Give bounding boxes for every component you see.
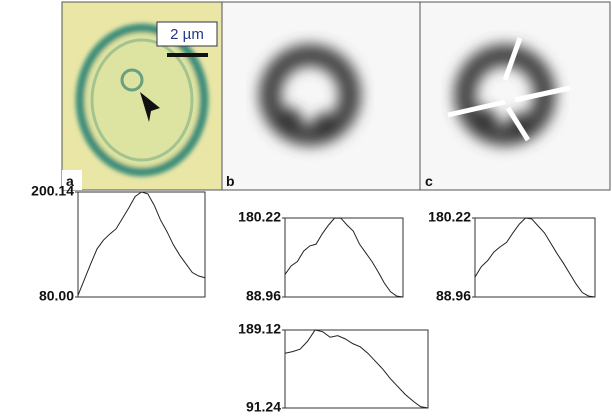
panel-frame xyxy=(222,2,420,190)
figure: 2 µm a b c 80.00 200.14 88.96 180.22 88.96 18… xyxy=(0,0,612,419)
panel-b: b xyxy=(222,2,420,190)
scale-label: 2 µm xyxy=(170,26,204,43)
panel-a: 2 µm a xyxy=(62,2,222,190)
y-tick-label: 88.96 xyxy=(246,288,281,304)
y-tick-label: 88.96 xyxy=(436,288,471,304)
y-tick-label: 180.22 xyxy=(238,209,281,225)
panel-frame xyxy=(420,2,610,190)
y-tick-label: 80.00 xyxy=(39,288,74,304)
panel-c: c xyxy=(420,2,610,190)
y-tick-label: 200.14 xyxy=(31,183,74,199)
plot-frame xyxy=(78,192,205,297)
panel-label: b xyxy=(226,173,235,189)
y-tick-label: 189.12 xyxy=(238,321,281,337)
plot-frame xyxy=(285,330,428,408)
cell xyxy=(80,28,204,172)
panel-label: c xyxy=(425,173,433,189)
y-tick-label: 91.24 xyxy=(246,399,281,415)
y-tick-label: 180.22 xyxy=(428,209,471,225)
